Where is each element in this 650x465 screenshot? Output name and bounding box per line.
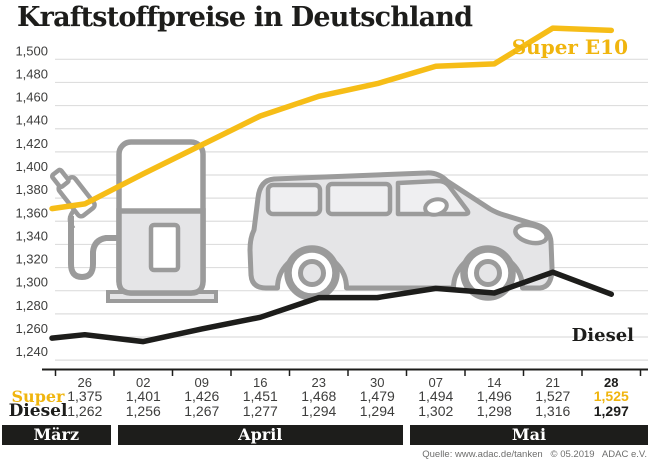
y-axis-label: 1,340	[15, 228, 48, 243]
series-label-diesel: Diesel	[572, 325, 634, 346]
table-row-label-super: Super	[11, 387, 65, 406]
date-cell: 16	[253, 375, 268, 390]
car-window-middle	[325, 181, 393, 217]
date-cell: 14	[487, 375, 502, 390]
price-line-chart: 1,500 1,480 1,460 1,440 1,420 1,400 1,380 1,360…	[15, 25, 648, 376]
super-value-cell: 1,426	[184, 388, 220, 404]
diesel-value-cell: 1,267	[184, 403, 220, 419]
y-axis-label: 1,360	[15, 205, 48, 220]
y-axis-label: 1,320	[15, 252, 48, 267]
fuel-pump-icon	[49, 139, 218, 303]
pump-hose	[68, 216, 120, 281]
diesel-value-cell: 1,277	[242, 403, 278, 419]
date-cell: 07	[428, 375, 443, 390]
source-note: Quelle: www.adac.de/tanken © 05.2019 ADA…	[422, 449, 647, 460]
diesel-value-cell: 1,298	[476, 403, 512, 419]
line-diesel	[49, 269, 615, 345]
date-cell: 30	[370, 375, 385, 390]
diesel-value-cell: 1,294	[301, 403, 337, 419]
super-value-cell: 1,494	[418, 388, 454, 404]
y-axis-label: 1,440	[15, 113, 48, 128]
car-icon	[247, 170, 555, 301]
diesel-value-cell: 1,294	[359, 403, 395, 419]
y-axis-label: 1,300	[15, 275, 48, 290]
y-axis-label: 1,480	[15, 66, 48, 81]
y-axis-label: 1,420	[15, 136, 48, 151]
month-bar-märz: März	[2, 425, 111, 445]
y-axis-label: 1,400	[15, 159, 48, 174]
pump-display	[148, 222, 181, 273]
car-hub-front	[474, 259, 502, 287]
diesel-value-cell: 1,262	[67, 403, 103, 419]
car-mirror	[423, 197, 449, 217]
diesel-value-cell: 1,316	[535, 403, 571, 419]
line-super-e10	[49, 25, 615, 212]
date-cell: 23	[311, 375, 326, 390]
super-value-cell: 1,451	[242, 388, 278, 404]
y-axis-label: 1,260	[15, 321, 48, 336]
date-cell: 28	[604, 375, 619, 390]
y-axis-label: 1,500	[15, 43, 48, 58]
month-bar-april: April	[117, 425, 403, 445]
diesel-value-cell: 1,302	[418, 403, 454, 419]
table-row-label-diesel: Diesel	[8, 401, 68, 421]
super-value-cell: 1,468	[301, 388, 337, 404]
car-window-rear	[265, 182, 323, 217]
car-body	[247, 170, 555, 291]
diesel-value-cell: 1,297	[593, 403, 629, 419]
car-window-front	[395, 178, 471, 217]
date-cell: 21	[545, 375, 560, 390]
y-axis-label: 1,240	[15, 344, 48, 359]
super-value-cell: 1,527	[535, 388, 571, 404]
date-cell: 26	[77, 375, 92, 390]
page-title: Kraftstoffpreise in Deutschland	[17, 2, 473, 33]
super-value-cell: 1,525	[593, 388, 629, 404]
month-bar-mai: Mai	[410, 425, 648, 445]
diesel-value-cell: 1,256	[125, 403, 161, 419]
super-value-cell: 1,479	[359, 388, 395, 404]
super-value-cell: 1,496	[476, 388, 512, 404]
date-cell: 02	[136, 375, 151, 390]
series-label-super-e10: Super E10	[512, 35, 628, 59]
car-hub-rear	[298, 259, 326, 287]
y-axis-label: 1,460	[15, 90, 48, 105]
y-axis-label: 1,280	[15, 298, 48, 313]
car-headlight	[513, 222, 549, 246]
date-cell: 09	[194, 375, 209, 390]
series-line-layer	[49, 25, 615, 345]
super-value-cell: 1,375	[67, 388, 103, 404]
super-value-cell: 1,401	[125, 388, 161, 404]
pump-nozzle	[49, 167, 97, 230]
x-axis-layer	[42, 368, 648, 376]
y-axis-label: 1,380	[15, 182, 48, 197]
